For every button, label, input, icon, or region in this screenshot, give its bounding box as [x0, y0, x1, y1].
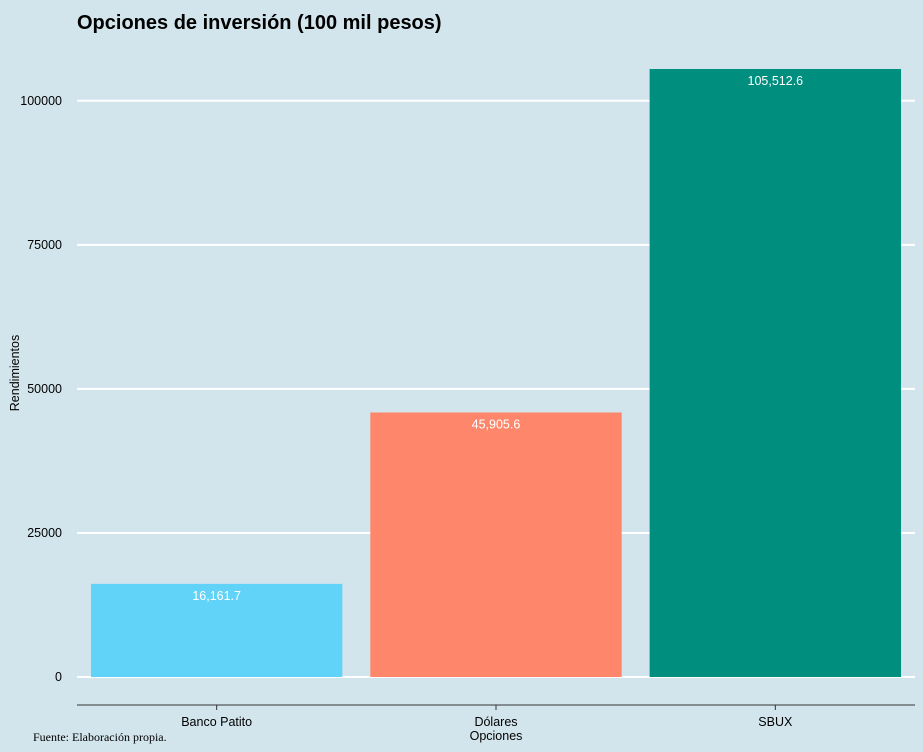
y-tick-label: 100000 [20, 94, 62, 108]
x-tick-label: Banco Patito [181, 715, 252, 729]
bar-value-label: 16,161.7 [192, 589, 241, 603]
bar [370, 412, 622, 677]
chart-title: Opciones de inversión (100 mil pesos) [77, 12, 442, 34]
y-tick-label: 0 [55, 670, 62, 684]
y-axis-ticks: 0 25000 50000 75000 100000 [20, 94, 62, 684]
bar-value-label: 105,512.6 [748, 74, 804, 88]
bars [90, 69, 902, 677]
x-tick-label: SBUX [758, 715, 793, 729]
bar [649, 69, 902, 677]
y-tick-label: 75000 [27, 238, 62, 252]
x-axis-ticks: Banco Patito Dólares SBUX [181, 705, 793, 729]
y-tick-label: 50000 [27, 382, 62, 396]
bar-value-labels: 16,161.7 45,905.6 105,512.6 [192, 74, 803, 603]
bar [90, 583, 343, 677]
y-tick-label: 25000 [27, 526, 62, 540]
bar-value-label: 45,905.6 [472, 417, 521, 431]
source-caption: Fuente: Elaboración propia. [33, 730, 167, 744]
y-axis-title: Rendimientos [8, 335, 22, 411]
x-tick-label: Dólares [474, 715, 517, 729]
x-axis-title: Opciones [470, 729, 523, 743]
